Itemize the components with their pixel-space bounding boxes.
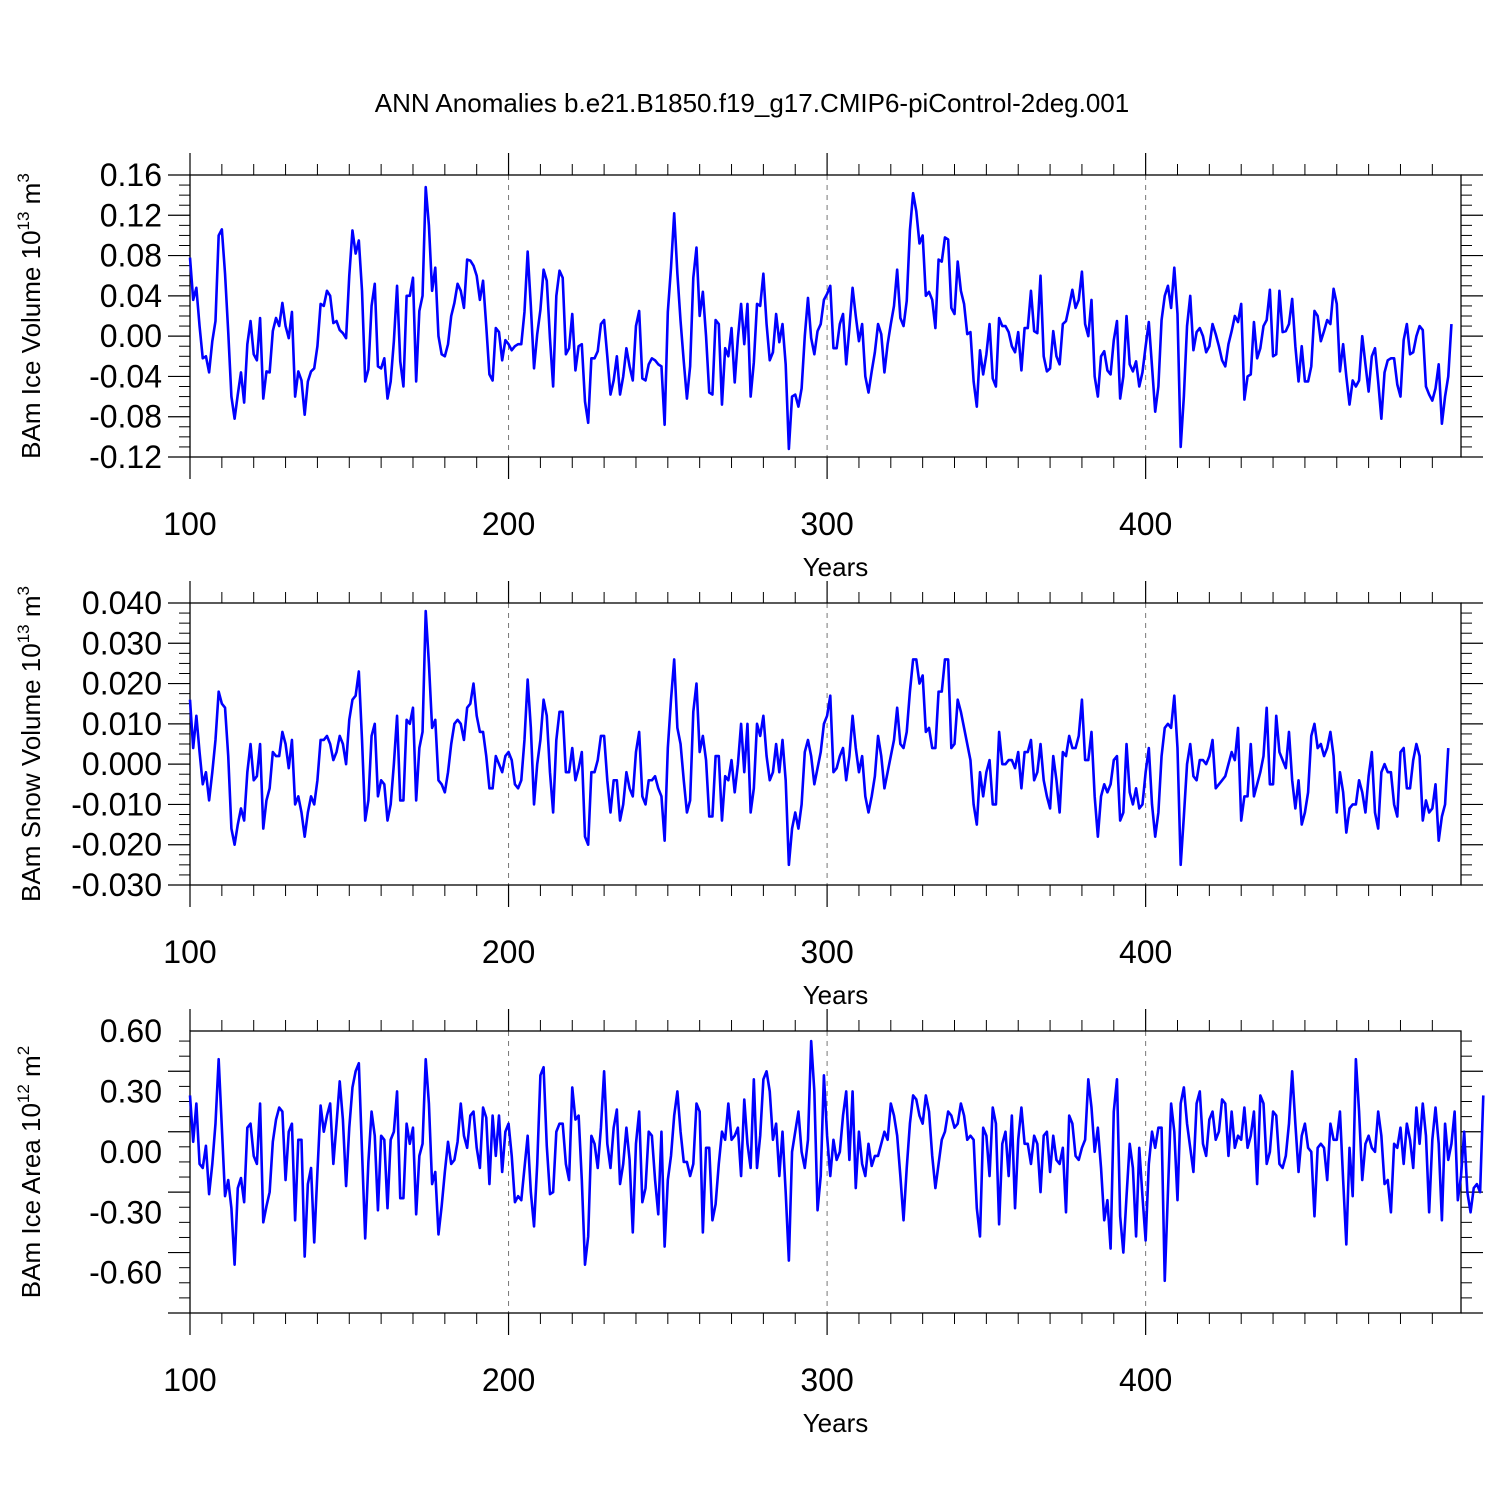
y-axis-label: BAm Snow Volume 1013 m3 <box>14 586 46 902</box>
y-tick-label: 0.16 <box>100 157 162 193</box>
series-line <box>188 609 1450 867</box>
x-tick-label: 100 <box>163 1362 216 1398</box>
plot-frame <box>189 602 1462 886</box>
y-tick-label: 0.60 <box>100 1013 162 1049</box>
y-tick-label: 0.08 <box>100 238 162 274</box>
x-axis-label: Years <box>803 552 869 582</box>
panel-snow-volume: 100 200 300 400 Years -0.030 -0.020 -0.010 0.000… <box>14 581 1483 1010</box>
y-tick-label: 0.04 <box>100 278 162 314</box>
x-tick-label: 200 <box>482 934 535 970</box>
y-tick-label: 0.00 <box>100 318 162 354</box>
y-tick-label: 0.030 <box>82 625 162 661</box>
y-tick-label: 0.00 <box>100 1134 162 1170</box>
y-tick-label: 0.010 <box>82 706 162 742</box>
y-tick-label: 0.000 <box>82 746 162 782</box>
y-tick-label: -0.30 <box>89 1194 162 1230</box>
x-tick-label: 300 <box>800 1362 853 1398</box>
series-line <box>188 1039 1485 1283</box>
panel-ice-area: 100 200 300 400 Years -0.60 -0.30 0.00 0.30 0.60 B… <box>14 1009 1485 1438</box>
x-tick-label: 300 <box>800 506 853 542</box>
panel-ice-volume: 100 200 300 400 Years -0.12 -0.08 -0.04 0.00 0.04… <box>14 153 1483 582</box>
y-tick-label: -0.04 <box>89 358 162 394</box>
y-axis-label: BAm Ice Area 1012 m2 <box>14 1046 46 1298</box>
x-tick-label: 100 <box>163 506 216 542</box>
x-tick-label: 100 <box>163 934 216 970</box>
y-tick-label: -0.60 <box>89 1255 162 1291</box>
y-tick-label: 0.12 <box>100 197 162 233</box>
y-tick-label: -0.020 <box>71 827 162 863</box>
x-tick-label: 200 <box>482 506 535 542</box>
x-axis-label: Years <box>803 1408 869 1438</box>
y-tick-label: -0.010 <box>71 786 162 822</box>
y-tick-label: -0.12 <box>89 439 162 475</box>
x-tick-label: 400 <box>1119 934 1172 970</box>
x-tick-label: 400 <box>1119 1362 1172 1398</box>
x-axis-label: Years <box>803 980 869 1010</box>
y-tick-label: -0.08 <box>89 399 162 435</box>
x-tick-label: 200 <box>482 1362 535 1398</box>
x-tick-label: 400 <box>1119 506 1172 542</box>
chart-title: ANN Anomalies b.e21.B1850.f19_g17.CMIP6-… <box>375 88 1129 118</box>
y-tick-label: -0.030 <box>71 867 162 903</box>
y-axis-label: BAm Ice Volume 1013 m3 <box>14 173 46 459</box>
y-tick-label: 0.040 <box>82 585 162 621</box>
x-tick-label: 300 <box>800 934 853 970</box>
y-tick-label: 0.30 <box>100 1073 162 1109</box>
series-line <box>188 185 1453 451</box>
y-tick-label: 0.020 <box>82 666 162 702</box>
